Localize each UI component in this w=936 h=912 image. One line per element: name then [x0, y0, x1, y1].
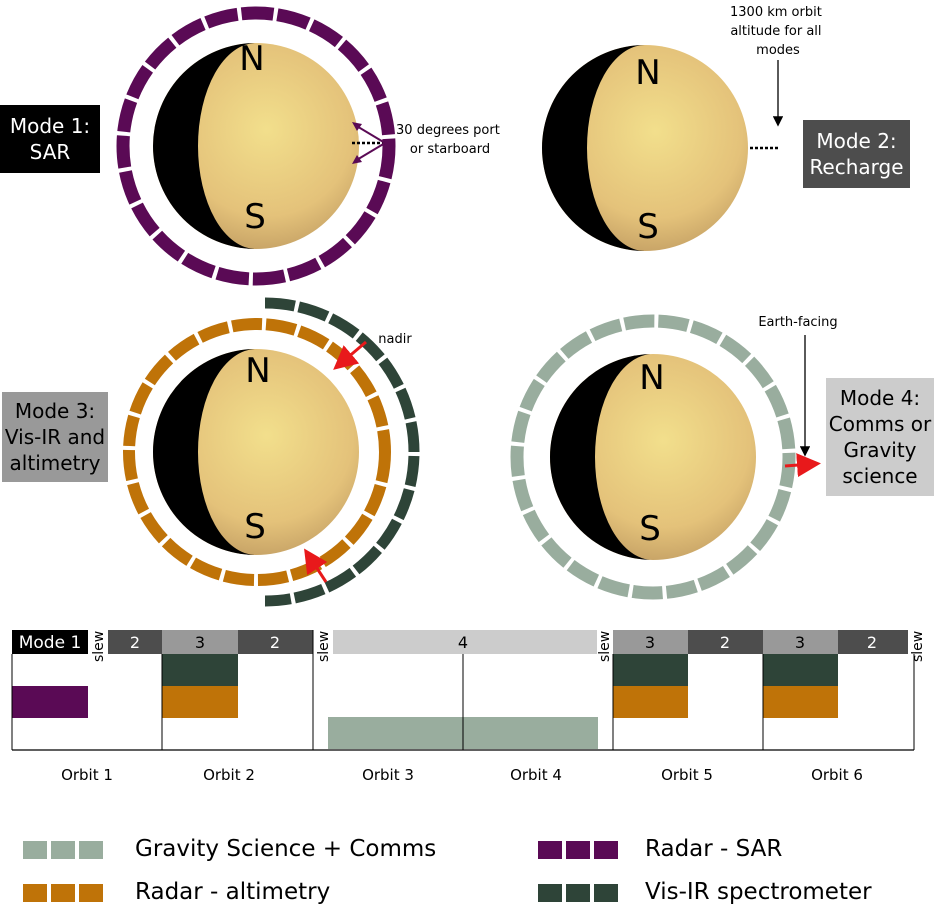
- pole-north-4: N: [639, 358, 664, 398]
- pointing-arrows: [352, 122, 386, 164]
- pole-south-2: S: [637, 207, 659, 247]
- legend-label-visir: Vis-IR spectrometer: [645, 879, 872, 905]
- tl-slew-3: slew: [597, 631, 613, 662]
- pole-north-2: N: [635, 53, 660, 93]
- nadir-arrow-bottom: [304, 548, 328, 583]
- pole-south-3: S: [244, 507, 266, 547]
- tl-seg-3c-label: 3: [795, 633, 805, 652]
- orbit-label-1: Orbit 1: [61, 766, 113, 784]
- tl-visir-bar-6: [763, 654, 838, 686]
- mode4-gravity-ring: [510, 314, 796, 600]
- tl-seg-2a: [108, 630, 162, 654]
- tl-seg-2b: [238, 630, 313, 654]
- nadir-arrow-top: [333, 340, 367, 370]
- planet-mode2: [542, 45, 748, 251]
- tl-sar-bar: [12, 686, 88, 718]
- mode4-line2: Comms or: [828, 412, 932, 436]
- mode3-line2: Vis-IR and: [4, 425, 106, 449]
- pole-south-4: S: [639, 509, 661, 549]
- earth-facing-red-arrow: [784, 453, 821, 478]
- planet-mode1: [153, 43, 359, 249]
- tl-seg-2c-label: 2: [720, 633, 730, 652]
- tl-visir-bar-2: [162, 654, 238, 686]
- mode3-line1: Mode 3:: [14, 399, 96, 423]
- tl-alt-bar-5: [613, 686, 688, 718]
- orbit-label-5: Orbit 5: [661, 766, 713, 784]
- pole-south-1: S: [244, 197, 266, 237]
- mode3-visir-arc: [264, 297, 420, 607]
- tl-seg-3a-label: 3: [195, 633, 205, 652]
- pole-north-3: N: [245, 351, 270, 391]
- tl-mode1-label: Mode 1: [19, 633, 82, 653]
- orbit-label-2: Orbit 2: [203, 766, 255, 784]
- tl-seg-2a-label: 2: [130, 633, 140, 652]
- tl-seg-3c: [763, 630, 838, 654]
- tl-alt-bar-6: [763, 686, 838, 718]
- tl-slew-2: slew: [316, 631, 332, 662]
- pole-north-1: N: [239, 39, 264, 79]
- tl-mode1: [12, 630, 88, 654]
- mode1-line1: Mode 1:: [9, 114, 91, 138]
- mode3-altimetry-ring: [123, 318, 391, 586]
- orbit-label-4: Orbit 4: [510, 766, 562, 784]
- mode3-box: Mode 3: Vis-IR and altimetry: [2, 392, 108, 482]
- legend-swatch-visir: [538, 884, 618, 902]
- earth-facing-label: Earth-facing: [758, 315, 837, 330]
- tl-seg-3a: [162, 630, 238, 654]
- planet-mode3: [153, 349, 359, 555]
- tl-seg-4-label: 4: [458, 633, 468, 652]
- legend-label-gravity: Gravity Science + Comms: [135, 836, 437, 862]
- tl-seg-2c: [688, 630, 763, 654]
- tl-seg-3b-label: 3: [645, 633, 655, 652]
- mode4-box: Mode 4: Comms or Gravity science: [826, 378, 934, 496]
- tl-alt-bar-2: [162, 686, 238, 718]
- mode4-line4: science: [842, 464, 918, 488]
- tl-seg-2d-label: 2: [867, 633, 877, 652]
- legend-label-sar: Radar - SAR: [645, 836, 783, 862]
- timeline: Mode 1 slew 2 3 2 slew 4 slew 3 2 3 2 sl…: [11, 630, 926, 784]
- legend-label-altimetry: Radar - altimetry: [135, 879, 331, 905]
- legend-swatch-altimetry: [23, 884, 103, 902]
- mode4-line1: Mode 4:: [839, 386, 921, 410]
- mode2-box: Mode 2: Recharge: [803, 120, 910, 188]
- legend-swatch-gravity: [23, 841, 103, 859]
- planet-mode4: [550, 354, 756, 560]
- mode1-line2: SAR: [29, 140, 71, 164]
- tl-seg-4: [333, 630, 597, 654]
- tl-seg-2d: [838, 630, 908, 654]
- mode2-line1: Mode 2:: [816, 129, 897, 153]
- mode1-box: Mode 1: SAR: [0, 105, 100, 173]
- nadir-label: nadir: [378, 332, 412, 347]
- legend: [23, 841, 618, 902]
- mode2-line2: Recharge: [809, 155, 904, 179]
- orbit-label-3: Orbit 3: [362, 766, 414, 784]
- mode3-line3: altimetry: [9, 451, 101, 475]
- tl-seg-3b: [613, 630, 688, 654]
- tl-slew-1: slew: [91, 631, 107, 662]
- orbit-label-6: Orbit 6: [811, 766, 863, 784]
- mode1-sar-ring: [116, 6, 396, 286]
- legend-swatch-sar: [538, 841, 618, 859]
- tl-seg-2b-label: 2: [270, 633, 280, 652]
- mode4-line3: Gravity: [843, 438, 917, 462]
- tl-slew-4: slew: [910, 631, 926, 662]
- pointing-label: 30 degrees port or starboard: [396, 123, 504, 157]
- tl-visir-bar-5: [613, 654, 688, 686]
- altitude-label: 1300 km orbit altitude for all modes: [730, 5, 826, 58]
